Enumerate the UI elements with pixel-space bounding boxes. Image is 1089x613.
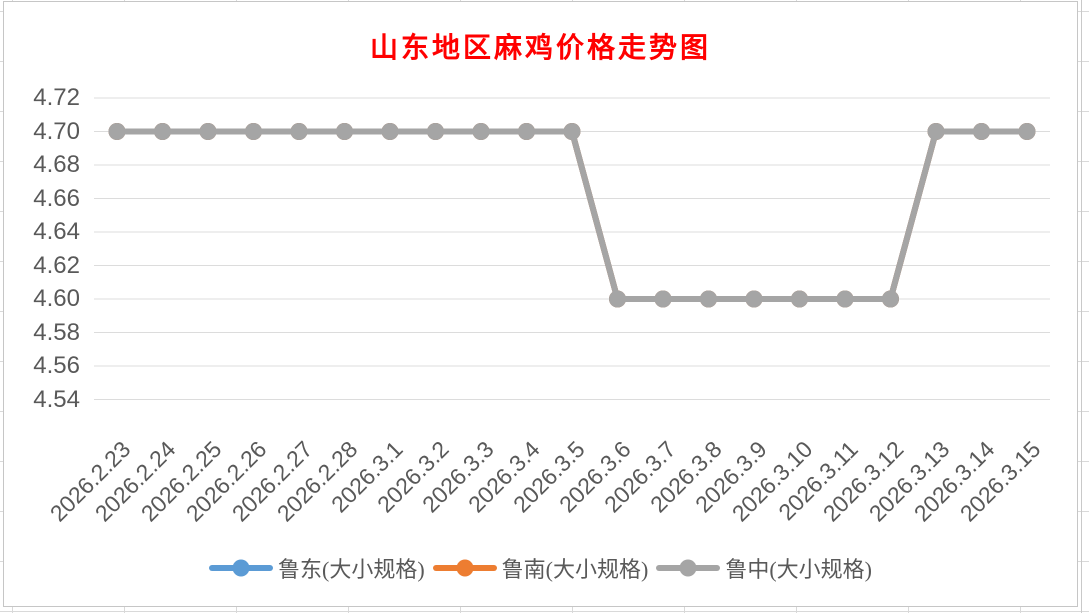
legend-label: 鲁南(大小规格) (501, 557, 649, 582)
legend-line-marker-icon (209, 559, 274, 577)
data-point-luzhong (518, 123, 535, 140)
legend-label: 鲁东(大小规格) (278, 557, 425, 582)
spreadsheet-column-border (1081, 0, 1082, 613)
data-point-luzhong (563, 123, 581, 140)
data-point-luzhong (427, 123, 444, 140)
data-point-luzhong (381, 123, 399, 140)
y-axis-label: 4.60 (33, 285, 80, 312)
legend-label: 鲁中(大小规格) (725, 557, 872, 582)
y-axis-label: 4.64 (33, 218, 80, 245)
series-line-ludong (114, 128, 1030, 302)
y-axis-label: 4.54 (33, 385, 80, 413)
legend-dot-icon (456, 559, 474, 577)
data-point-luzhong (745, 290, 763, 308)
y-axis-label: 4.68 (33, 151, 80, 178)
data-point-luzhong (654, 290, 672, 308)
data-point-luzhong (199, 123, 217, 140)
data-point-luzhong (245, 123, 262, 140)
data-point-luzhong (882, 290, 899, 308)
legend: 鲁东(大小规格) 鲁南(大小规格) 鲁中(大小规格) (4, 552, 1077, 584)
legend-item-ludong[interactable]: 鲁东(大小规格) (209, 552, 425, 584)
data-point-luzhong (700, 290, 717, 308)
data-point-luzhong (791, 290, 808, 308)
data-point-luzhong (154, 123, 171, 140)
y-axis-label: 4.66 (33, 184, 80, 212)
plot-area (94, 97, 1050, 400)
y-axis-label: 4.56 (33, 352, 80, 379)
data-point-luzhong (1018, 123, 1036, 140)
chart-canvas[interactable]: 山东地区麻鸡价格走势图 4.72 4.70 4.68 4.66 4.64 4.62 4.60… (3, 1, 1078, 607)
series-line-lunan (114, 128, 1030, 302)
chart-title: 山东地区麻鸡价格走势图 (369, 33, 711, 64)
data-point-luzhong (472, 123, 490, 140)
y-axis-label: 4.70 (33, 117, 80, 145)
y-axis-label: 4.58 (33, 318, 80, 346)
legend-item-luzhong[interactable]: 鲁中(大小规格) (656, 552, 872, 584)
legend-item-lunan[interactable]: 鲁南(大小规格) (432, 552, 649, 584)
legend-line-marker-icon (432, 559, 497, 577)
legend-dot-icon (232, 559, 250, 577)
data-point-luzhong (108, 123, 126, 140)
legend-line-marker-icon (656, 559, 721, 577)
y-axis-label: 4.72 (33, 84, 80, 111)
data-point-luzhong (609, 290, 626, 308)
data-point-luzhong (973, 123, 990, 140)
data-point-luzhong (336, 123, 353, 140)
data-point-luzhong (927, 123, 945, 140)
data-point-luzhong (290, 123, 308, 140)
legend-dot-icon (679, 559, 697, 577)
data-point-luzhong (836, 290, 854, 308)
y-axis-label: 4.62 (33, 251, 80, 279)
series-line-luzhong (114, 128, 1030, 302)
